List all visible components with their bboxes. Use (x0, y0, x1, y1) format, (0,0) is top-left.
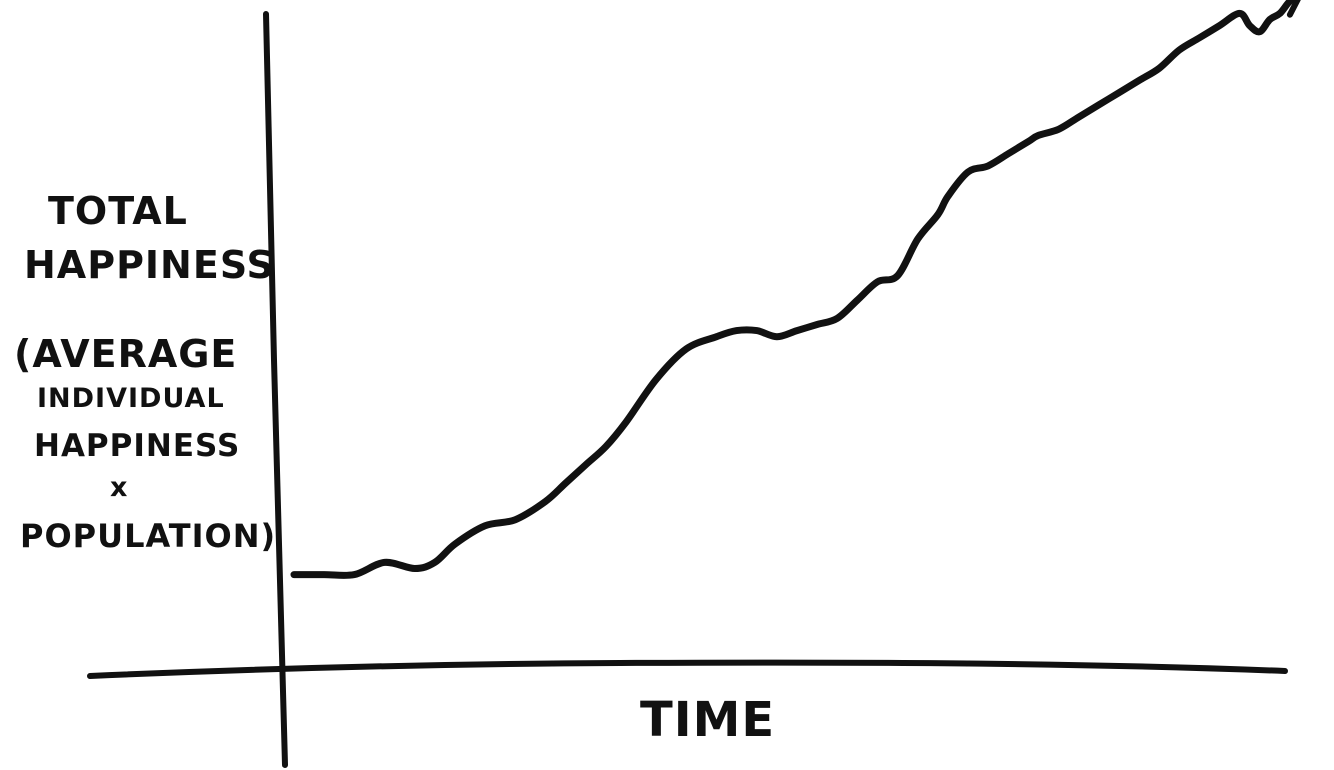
y-axis-label-line-2: HAPPINESS (24, 243, 275, 287)
happiness-series-line (290, 0, 1299, 579)
y-axis-label-line-1: TOTAL (48, 189, 188, 233)
y-axis-label-line-6: HAPPINESS (34, 428, 240, 464)
y-axis-line (263, 11, 288, 768)
x-axis-label: TIME (640, 692, 775, 748)
series-layer (290, 0, 1301, 579)
series-arrowhead (1286, 0, 1301, 18)
y-axis-label-line-8: POPULATION) (20, 517, 276, 555)
axes (87, 11, 1288, 768)
y-axis-label-line-5: INDIVIDUAL (37, 383, 225, 414)
axis-labels: TOTAL HAPPINESS (AVERAGE INDIVIDUAL HAPP… (14, 189, 775, 748)
x-axis-line (87, 659, 1288, 679)
y-axis-label-line-4: (AVERAGE (14, 332, 237, 376)
y-axis-label-line-7: x (110, 472, 128, 503)
